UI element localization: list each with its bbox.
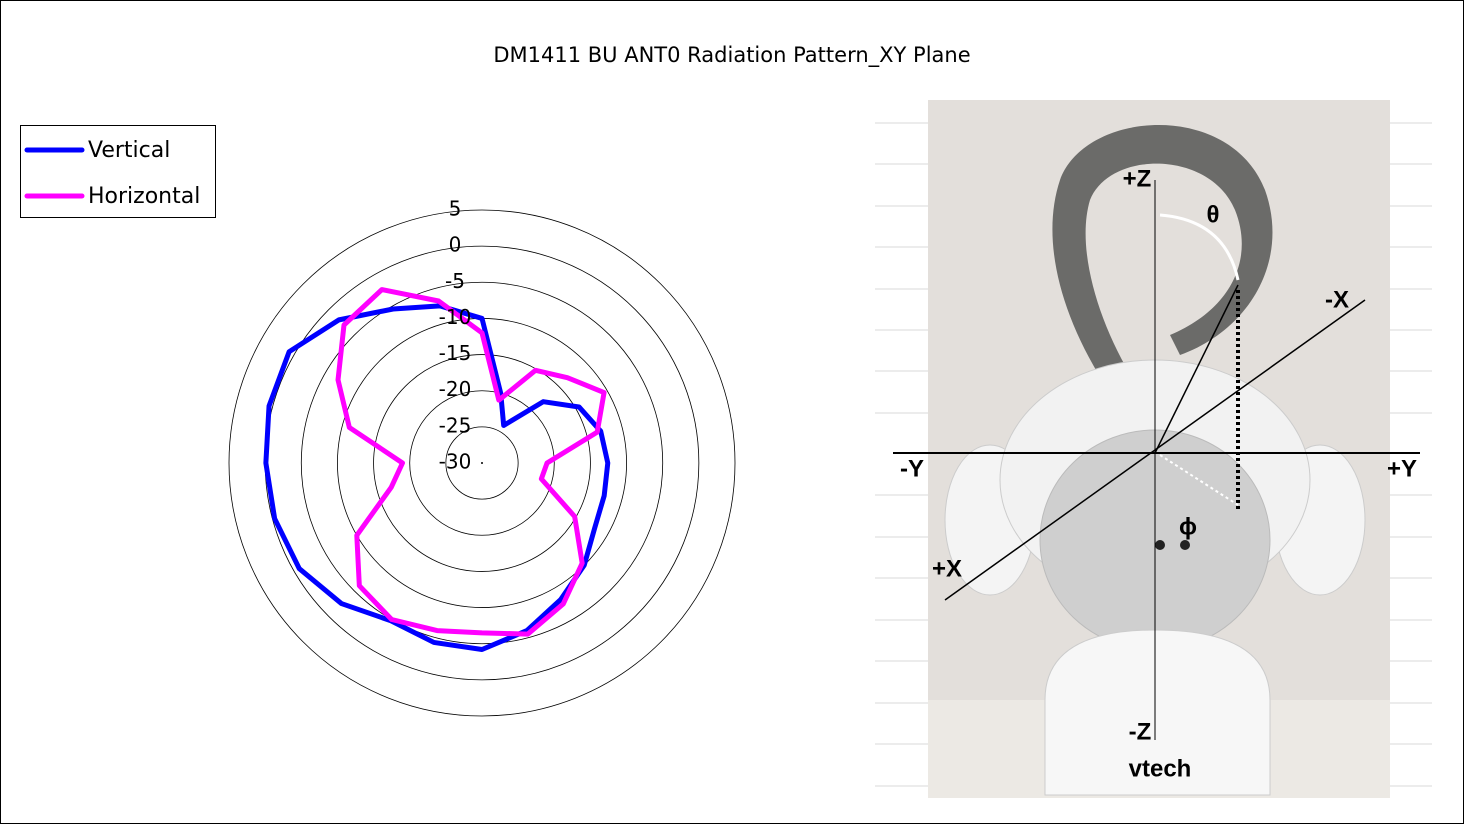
axis-annotation: θ bbox=[1207, 201, 1220, 228]
r-tick-label: 0 bbox=[449, 233, 462, 257]
axis-annotation: +Z bbox=[1123, 165, 1152, 192]
axis-annotation: ϕ bbox=[1179, 513, 1197, 540]
legend-label: Vertical bbox=[88, 138, 170, 163]
axis-annotation: -Z bbox=[1129, 718, 1152, 745]
legend-label: Horizontal bbox=[88, 184, 200, 209]
r-tick-label: -20 bbox=[439, 377, 472, 401]
r-tick-label: -30 bbox=[439, 450, 472, 474]
axis-annotation: -X bbox=[1325, 286, 1349, 313]
axis-annotation: +Y bbox=[1387, 455, 1417, 482]
axis-annotation: +X bbox=[932, 555, 962, 582]
legend: Vertical Horizontal bbox=[21, 126, 216, 218]
chart-title: DM1411 BU ANT0 Radiation Pattern_XY Plan… bbox=[493, 43, 970, 68]
axis-annotation: vtech bbox=[1129, 755, 1192, 782]
grid-ring bbox=[481, 462, 483, 464]
r-tick-label: 5 bbox=[449, 197, 462, 221]
r-tick-label: -5 bbox=[445, 269, 465, 293]
r-tick-label: -15 bbox=[439, 341, 472, 365]
r-tick-label: -10 bbox=[439, 305, 472, 329]
r-tick-label: -25 bbox=[439, 413, 472, 437]
chart: DM1411 BU ANT0 Radiation Pattern_XY Plan… bbox=[0, 0, 1465, 825]
axis-annotation: -Y bbox=[900, 455, 924, 482]
photo bbox=[875, 100, 1432, 798]
